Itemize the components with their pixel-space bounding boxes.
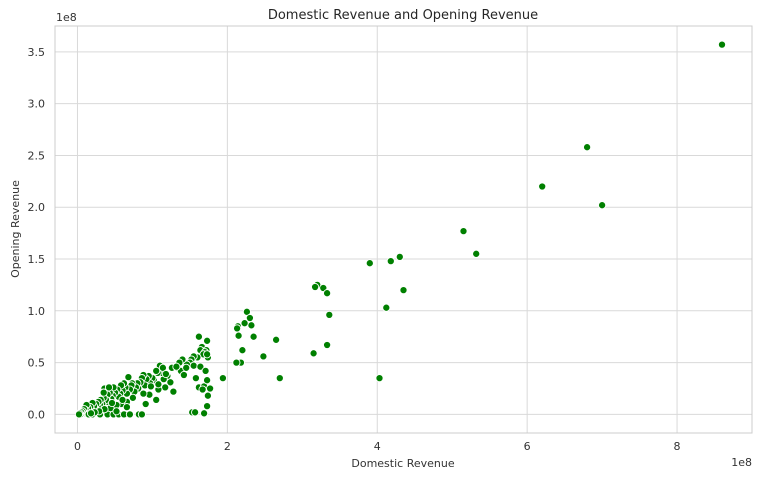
scatter-point [189,361,198,370]
scatter-point [323,289,332,298]
scatter-point [583,143,592,152]
y-tick-label: 0.0 [28,408,46,421]
y-tick-label: 1.0 [28,305,46,318]
scatter-point [472,249,481,258]
scatter-point [203,336,212,345]
scatter-point [386,257,395,266]
scatter-point [124,373,133,382]
scatter-point [179,370,188,380]
scatter-point [259,352,268,361]
scatter-point [161,369,170,379]
scatter-point [112,407,121,416]
scatter-point [203,376,212,385]
x-tick-label: 6 [524,440,531,453]
scatter-point [146,382,155,391]
grid-lines [55,26,752,433]
scatter-point [234,331,243,340]
scatter-point [203,402,212,411]
scatter-point [275,374,284,383]
x-tick-labels: 0 2 4 6 8 [74,440,681,453]
scatter-point [218,374,227,383]
scatter-point [233,324,242,333]
scatter-point [200,409,209,418]
y-tick-label: 2.0 [28,201,46,214]
x-tick-label: 2 [224,440,231,453]
x-tick-label: 4 [374,440,381,453]
scatter-point [375,374,384,383]
scatter-point [238,346,247,355]
scatter-point [182,363,191,372]
scatter-point [152,366,161,375]
scatter-point [232,358,241,367]
scatter-point [365,259,374,268]
scatter-point [325,310,334,319]
scatter-point [717,40,727,49]
scatter-point [191,408,200,417]
scatter-point [154,380,163,389]
scatter-point [107,398,117,408]
scatter-point [118,395,127,404]
chart-title: Domestic Revenue and Opening Revenue [268,8,538,23]
scatter-point [194,332,203,341]
x-axis-label: Domestic Revenue [351,457,454,470]
scatter-point [538,182,547,191]
scatter-point [128,393,137,402]
scatter-point [201,366,210,375]
scatter-point [74,410,84,419]
scatter-point [206,384,215,393]
x-tick-label: 0 [74,440,81,453]
scatter-point [152,395,161,404]
scatter-point [323,340,332,350]
scatter-point [598,201,607,210]
y-tick-label: 0.5 [28,357,46,370]
scatter-point [247,321,256,330]
scatter-point [399,286,408,295]
scatter-point [272,335,281,344]
y-tick-label: 3.5 [28,46,46,59]
data-points [74,40,727,419]
scatter-point [166,378,175,387]
scatter-point [122,403,131,412]
y-tick-label: 3.0 [28,98,46,111]
plot-frame [54,25,753,434]
y-tick-labels: 0.0 0.5 1.0 1.5 2.0 2.5 3.0 3.5 [28,46,46,421]
scatter-point [141,399,150,409]
scatter-point [309,349,318,358]
scatter-point [104,383,114,392]
scatter-point [198,385,207,394]
scatter-point [125,410,134,419]
scatter-point [395,252,404,261]
scatter-point [240,319,249,328]
scatter-point [137,410,146,419]
y-tick-label: 1.5 [28,253,46,266]
scatter-point [169,387,178,396]
scatter-point [382,303,391,312]
scatter-point [99,388,108,397]
scatter-point [459,227,468,236]
scatter-point [203,391,212,400]
scatter-point [139,389,148,398]
scatter-point [311,282,320,292]
x-tick-label: 8 [674,440,681,453]
scatter-point [86,409,96,418]
scatter-point [191,374,200,383]
scatter-point [249,332,258,341]
y-axis-label: Opening Revenue [9,180,22,278]
x-offset-label: 1e8 [731,456,752,469]
y-tick-label: 2.5 [28,149,46,162]
y-offset-label: 1e8 [56,11,77,24]
scatter-point [196,362,205,371]
scatter-point [203,350,212,359]
scatter-point [172,362,181,371]
